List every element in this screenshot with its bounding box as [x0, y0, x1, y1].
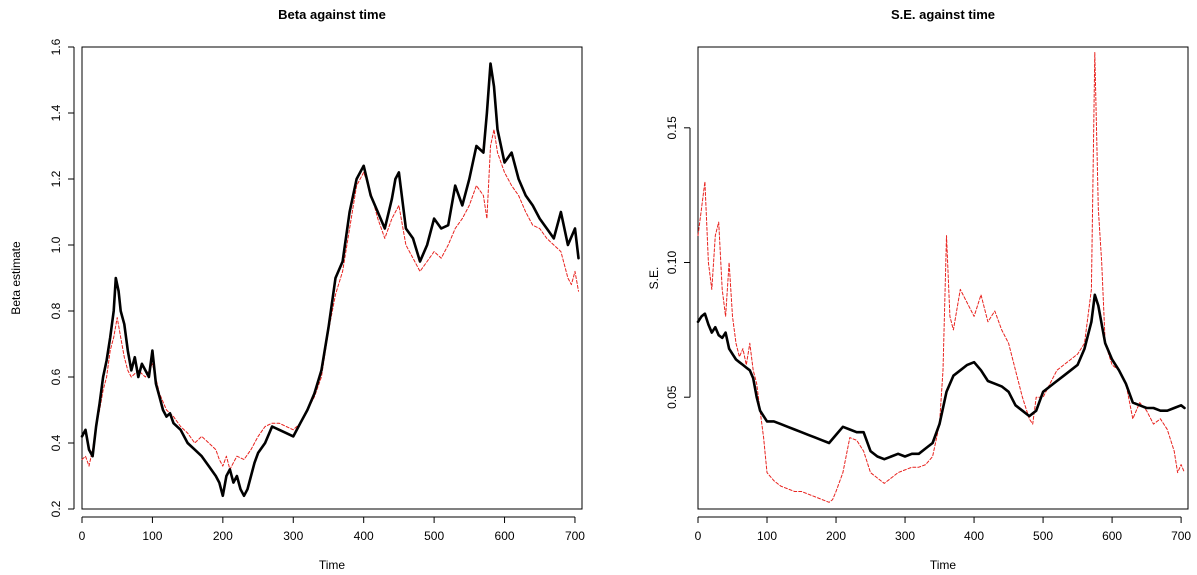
y-tick-label: 0.05 — [665, 385, 679, 409]
y-tick-label: 1.6 — [49, 38, 63, 55]
y-tick-label: 0.10 — [665, 251, 679, 275]
x-tick-label: 300 — [283, 529, 303, 543]
series-line-solid — [80, 62, 580, 498]
series-line-dashed — [697, 51, 1185, 503]
x-tick-label: 500 — [1033, 529, 1053, 543]
beta-chart: Beta against time 0 100 200 300 400 500 600 700 0… — [9, 7, 585, 572]
x-tick-label: 500 — [424, 529, 444, 543]
x-tick-label: 200 — [826, 529, 846, 543]
chart-title: S.E. against time — [891, 7, 995, 22]
x-tick-label: 400 — [964, 529, 984, 543]
chart-title: Beta against time — [278, 7, 386, 22]
series-line-dashed — [81, 129, 579, 470]
x-tick-label: 700 — [565, 529, 585, 543]
x-tick-label: 600 — [1102, 529, 1122, 543]
y-tick-label: 1.4 — [49, 104, 63, 121]
x-tick-label: 200 — [213, 529, 233, 543]
x-tick-label: 100 — [142, 529, 162, 543]
y-axis-title: S.E. — [647, 267, 661, 290]
x-tick-label: 0 — [695, 529, 702, 543]
y-tick-label: 1.2 — [49, 170, 63, 187]
y-tick-label: 1.0 — [49, 236, 63, 253]
series-line-solid — [696, 293, 1186, 461]
x-tick-label: 0 — [79, 529, 86, 543]
x-tick-label: 400 — [354, 529, 374, 543]
y-tick-label: 0.4 — [49, 434, 63, 451]
x-tick-label: 700 — [1171, 529, 1191, 543]
y-tick-label: 0.15 — [665, 116, 679, 140]
x-tick-label: 300 — [895, 529, 915, 543]
plot-frame — [81, 46, 583, 510]
x-axis-title: Time — [319, 558, 346, 572]
y-axis-title: Beta estimate — [9, 241, 23, 315]
y-tick-label: 0.8 — [49, 302, 63, 319]
x-tick-label: 100 — [757, 529, 777, 543]
y-tick-label: 0.6 — [49, 368, 63, 385]
plot-frame — [697, 46, 1189, 510]
x-axis-title: Time — [930, 558, 957, 572]
y-tick-label: 0.2 — [49, 500, 63, 517]
x-tick-label: 600 — [495, 529, 515, 543]
se-chart: S.E. against time 0 100 200 300 400 500 600 700 0… — [647, 7, 1191, 572]
